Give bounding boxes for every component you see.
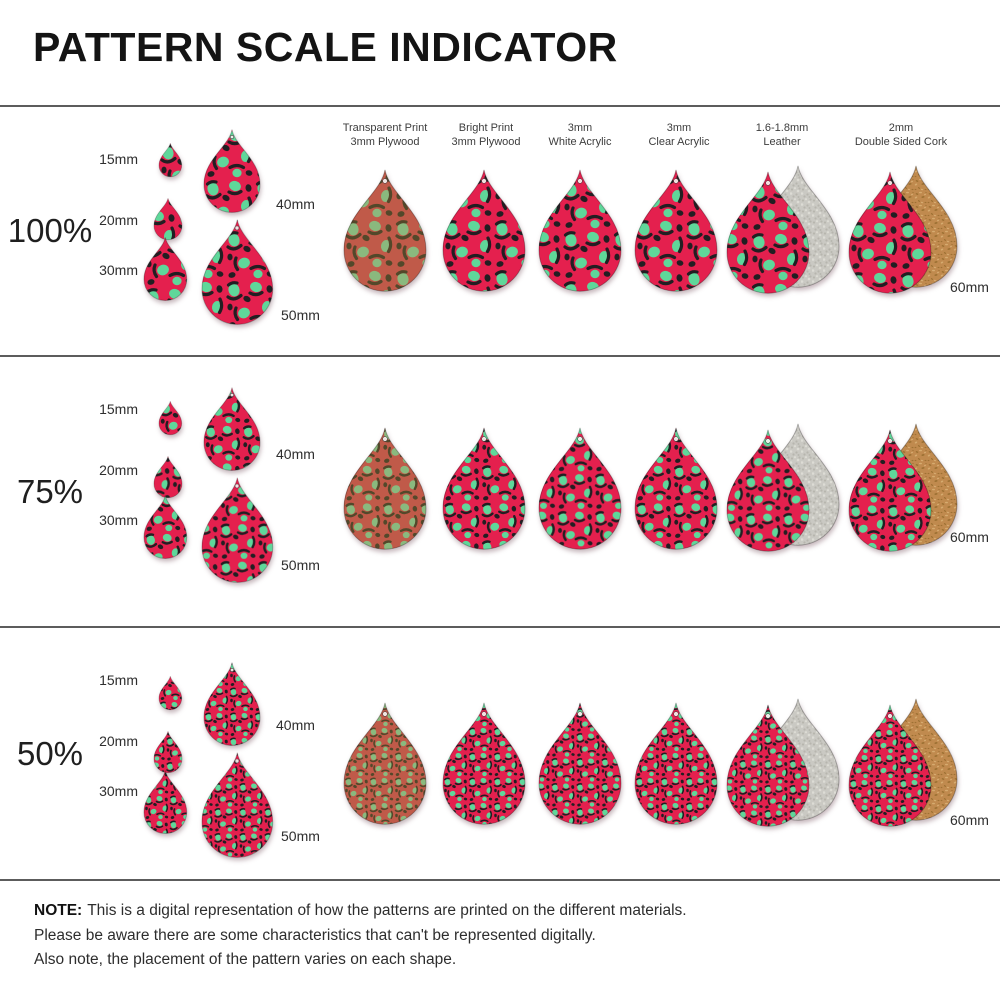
- size-label-30mm: 30mm: [99, 262, 138, 278]
- material-header-transparent-plywood: Transparent Print 3mm Plywood: [335, 121, 435, 149]
- note-line-1: NOTE: This is a digital representation of…: [34, 899, 687, 924]
- divider: [0, 879, 1000, 881]
- material-header-line1: Transparent Print: [342, 122, 428, 134]
- material-header-line1: Bright Print: [458, 122, 514, 134]
- material-header-line1: 2mm: [888, 122, 914, 134]
- size-label-60mm: 60mm: [950, 529, 989, 545]
- material-header-white-acrylic: 3mm White Acrylic: [530, 121, 630, 149]
- scale-percent-label: 50%: [16, 734, 84, 772]
- note-line-2: Please be aware there are some character…: [34, 926, 596, 944]
- note-label: NOTE:: [34, 902, 83, 919]
- size-label-50mm: 50mm: [281, 307, 320, 323]
- size-label-15mm: 15mm: [99, 672, 138, 688]
- scale-percent-label: 100%: [7, 212, 93, 249]
- material-header-line2: 3mm Plywood: [350, 136, 420, 148]
- note-text: This is a digital representation of how …: [87, 902, 687, 919]
- size-label-50mm: 50mm: [281, 557, 320, 573]
- scale-row-75: 75% 15mm 20mm 30mm 40mm 50mm 60mm: [0, 357, 1000, 626]
- size-label-40mm: 40mm: [276, 446, 315, 462]
- size-label-20mm: 20mm: [99, 462, 138, 478]
- size-label-50mm: 50mm: [281, 828, 320, 844]
- size-label-15mm: 15mm: [99, 401, 138, 417]
- teardrop-samples-graphic-75: [0, 357, 1000, 626]
- material-header-cork: 2mm Double Sided Cork: [851, 121, 951, 149]
- material-header-line2: Leather: [763, 136, 801, 148]
- divider: [0, 355, 1000, 357]
- scale-row-100: 100% Transparent Print 3mm Plywood Brigh…: [0, 107, 1000, 355]
- material-header-line2: White Acrylic: [548, 136, 612, 148]
- material-header-line1: 3mm: [666, 122, 692, 134]
- note-line-3: Also note, the placement of the pattern …: [34, 951, 457, 968]
- size-label-40mm: 40mm: [276, 196, 315, 212]
- divider: [0, 626, 1000, 628]
- size-label-30mm: 30mm: [99, 783, 138, 799]
- material-header-line2: Clear Acrylic: [648, 136, 710, 148]
- teardrop-samples-graphic-50: [0, 628, 1000, 879]
- size-label-15mm: 15mm: [99, 151, 138, 167]
- size-label-20mm: 20mm: [99, 212, 138, 228]
- size-label-20mm: 20mm: [99, 733, 138, 749]
- material-header-line1: 1.6-1.8mm: [755, 122, 809, 134]
- material-header-bright-plywood: Bright Print 3mm Plywood: [436, 121, 536, 149]
- material-header-line2: Double Sided Cork: [854, 136, 948, 148]
- size-label-60mm: 60mm: [950, 812, 989, 828]
- size-label-40mm: 40mm: [276, 717, 315, 733]
- size-label-30mm: 30mm: [99, 512, 138, 528]
- material-header-line2: 3mm Plywood: [451, 136, 521, 148]
- material-header-leather: 1.6-1.8mm Leather: [732, 121, 832, 149]
- material-header-clear-acrylic: 3mm Clear Acrylic: [629, 121, 729, 149]
- divider: [0, 105, 1000, 107]
- footer-note: NOTE: This is a digital representation of…: [34, 899, 687, 973]
- material-header-line1: 3mm: [567, 122, 593, 134]
- scale-row-50: 50% 15mm 20mm 30mm 40mm 50mm 60mm: [0, 628, 1000, 879]
- scale-percent-label: 75%: [16, 472, 84, 510]
- page-title: PATTERN SCALE INDICATOR: [33, 24, 618, 70]
- size-label-60mm: 60mm: [950, 279, 989, 295]
